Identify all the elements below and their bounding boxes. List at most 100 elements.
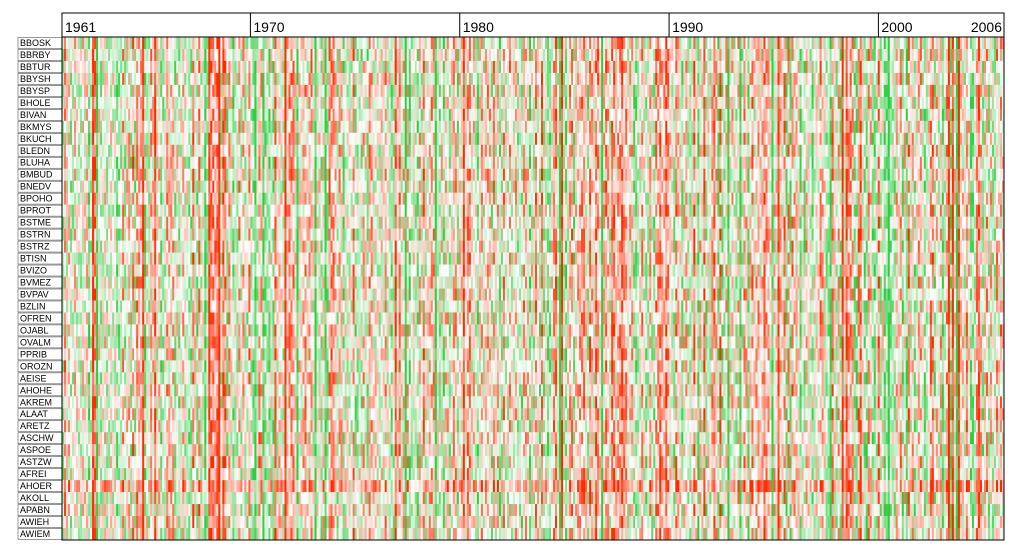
heatmap-cell [551,84,554,98]
heatmap-cell [885,84,889,98]
heatmap-cell [599,156,602,170]
heatmap-cell [146,60,149,74]
heatmap-cell [506,96,510,110]
heatmap-cell [132,48,135,62]
heatmap-cell [747,144,750,158]
heatmap-cell [861,96,864,110]
heatmap-cell [543,84,546,98]
heatmap-cell [204,120,207,134]
heatmap-cell [510,37,514,50]
heatmap-cell [174,60,177,74]
heatmap-cell [258,132,261,146]
heatmap-cell [693,37,696,50]
heatmap-cell [789,37,792,50]
heatmap-cell [899,108,903,122]
heatmap-cell [392,37,395,50]
heatmap-cell [1002,48,1005,62]
heatmap-cell [274,84,277,98]
heatmap-cell [773,120,776,134]
heatmap-cell [837,108,840,122]
heatmap-cell [438,60,442,74]
heatmap-cell [531,37,534,50]
heatmap-cell [775,120,778,134]
heatmap-cell [537,144,540,158]
heatmap-cell [176,48,179,62]
heatmap-cell [939,120,943,134]
heatmap-cell [162,156,165,170]
heatmap-cell [983,144,987,158]
heatmap-cell [939,144,943,158]
heatmap-cell [118,120,121,134]
heatmap-cell [374,60,377,74]
heatmap-cell [306,132,309,146]
heatmap-cell [118,156,121,170]
heatmap-cell [643,84,646,98]
heatmap-cell [520,84,524,98]
heatmap-cell [194,84,197,98]
heatmap-cell [182,120,185,134]
heatmap-cell [815,60,818,74]
heatmap-cell [735,72,738,86]
heatmap-cell [919,144,923,158]
heatmap-cell [82,132,85,146]
heatmap-cell [539,132,542,146]
heatmap-cell [933,48,937,62]
heatmap-cell [541,144,544,158]
heatmap-cell [242,72,245,86]
heatmap-cell [156,132,159,146]
heatmap-cell [873,72,877,86]
heatmap-cell [82,96,85,110]
heatmap-cell [817,60,820,74]
heatmap-cell [839,96,842,110]
heatmap-cell [849,84,852,98]
heatmap-cell [673,60,676,74]
heatmap-cell [599,120,602,134]
heatmap-cell [937,120,941,134]
heatmap-cell [404,48,408,62]
heatmap-cell [68,72,71,86]
heatmap-cell [474,108,478,122]
heatmap-cell [320,48,323,62]
heatmap-cell [917,144,921,158]
heatmap-cell [460,132,464,146]
heatmap-cell [160,156,163,170]
heatmap-cell [250,144,253,158]
heatmap-cell [424,72,428,86]
heatmap-cell [224,96,227,110]
heatmap-cell [500,37,504,50]
heatmap-cell [444,84,448,98]
heatmap-cell [114,96,117,110]
heatmap-cell [92,37,95,50]
heatmap-cell [869,84,873,98]
heatmap-cell [410,37,414,50]
heatmap-cell [675,96,678,110]
heatmap-cell [627,37,630,50]
heatmap-cell [342,72,345,86]
heatmap-cell [460,144,464,158]
heatmap-cell [422,156,426,170]
heatmap-cell [933,144,937,158]
heatmap-cell [92,132,95,146]
heatmap-cell [697,144,700,158]
heatmap-cell [502,72,506,86]
heatmap-cell [466,72,470,86]
heatmap-cell [412,144,416,158]
heatmap-cell [677,48,680,62]
heatmap-cell [699,37,702,50]
heatmap-cell [520,132,524,146]
heatmap-cell [512,60,516,74]
heatmap-cell [438,37,442,50]
heatmap-cell [633,108,636,122]
heatmap-cell [408,132,412,146]
heatmap-cell [394,60,398,74]
heatmap-cell [597,144,600,158]
heatmap-cell [520,120,524,134]
heatmap-cell [288,156,291,170]
heatmap-cell [90,84,93,98]
heatmap-cell [240,84,243,98]
heatmap-cell [763,108,766,122]
heatmap-cell [553,48,556,62]
heatmap-cell [755,96,758,110]
heatmap-cell [957,120,961,134]
heatmap-cell [853,48,856,62]
